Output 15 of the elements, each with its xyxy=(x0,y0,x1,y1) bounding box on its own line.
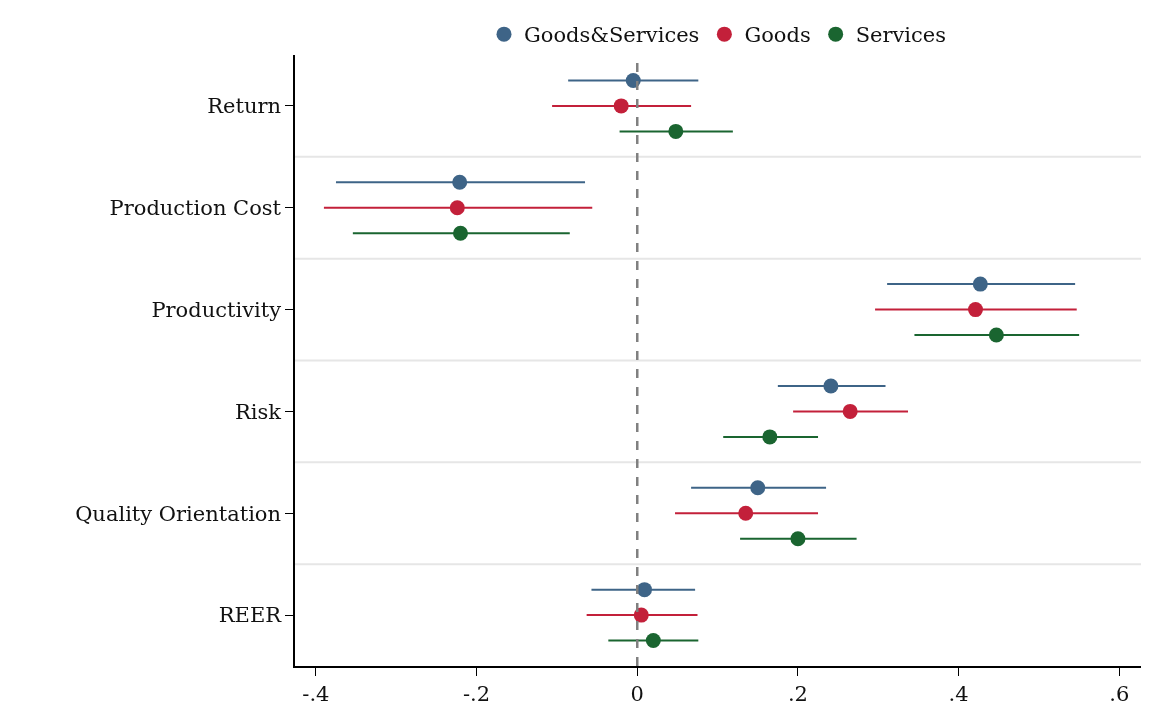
legend-label: Goods&Services xyxy=(524,23,700,48)
y-tick-label: Quality Orientation xyxy=(75,501,282,526)
x-tick-label: .6 xyxy=(1109,681,1130,704)
y-tick-label: Production Cost xyxy=(109,196,282,221)
x-tick-label: .2 xyxy=(787,681,808,704)
y-tick-label: Return xyxy=(207,94,282,119)
x-tick-label: 0 xyxy=(630,681,644,704)
x-tick-label: .4 xyxy=(948,681,969,704)
x-tick-label: -.4 xyxy=(302,681,330,704)
x-tick-label: -.2 xyxy=(463,681,491,704)
y-tick-label: Productivity xyxy=(151,297,282,322)
legend-label: Goods xyxy=(744,23,811,48)
y-tick-label: REER xyxy=(218,603,283,628)
legend-label: Services xyxy=(855,23,947,48)
y-tick-label: Risk xyxy=(235,399,282,424)
